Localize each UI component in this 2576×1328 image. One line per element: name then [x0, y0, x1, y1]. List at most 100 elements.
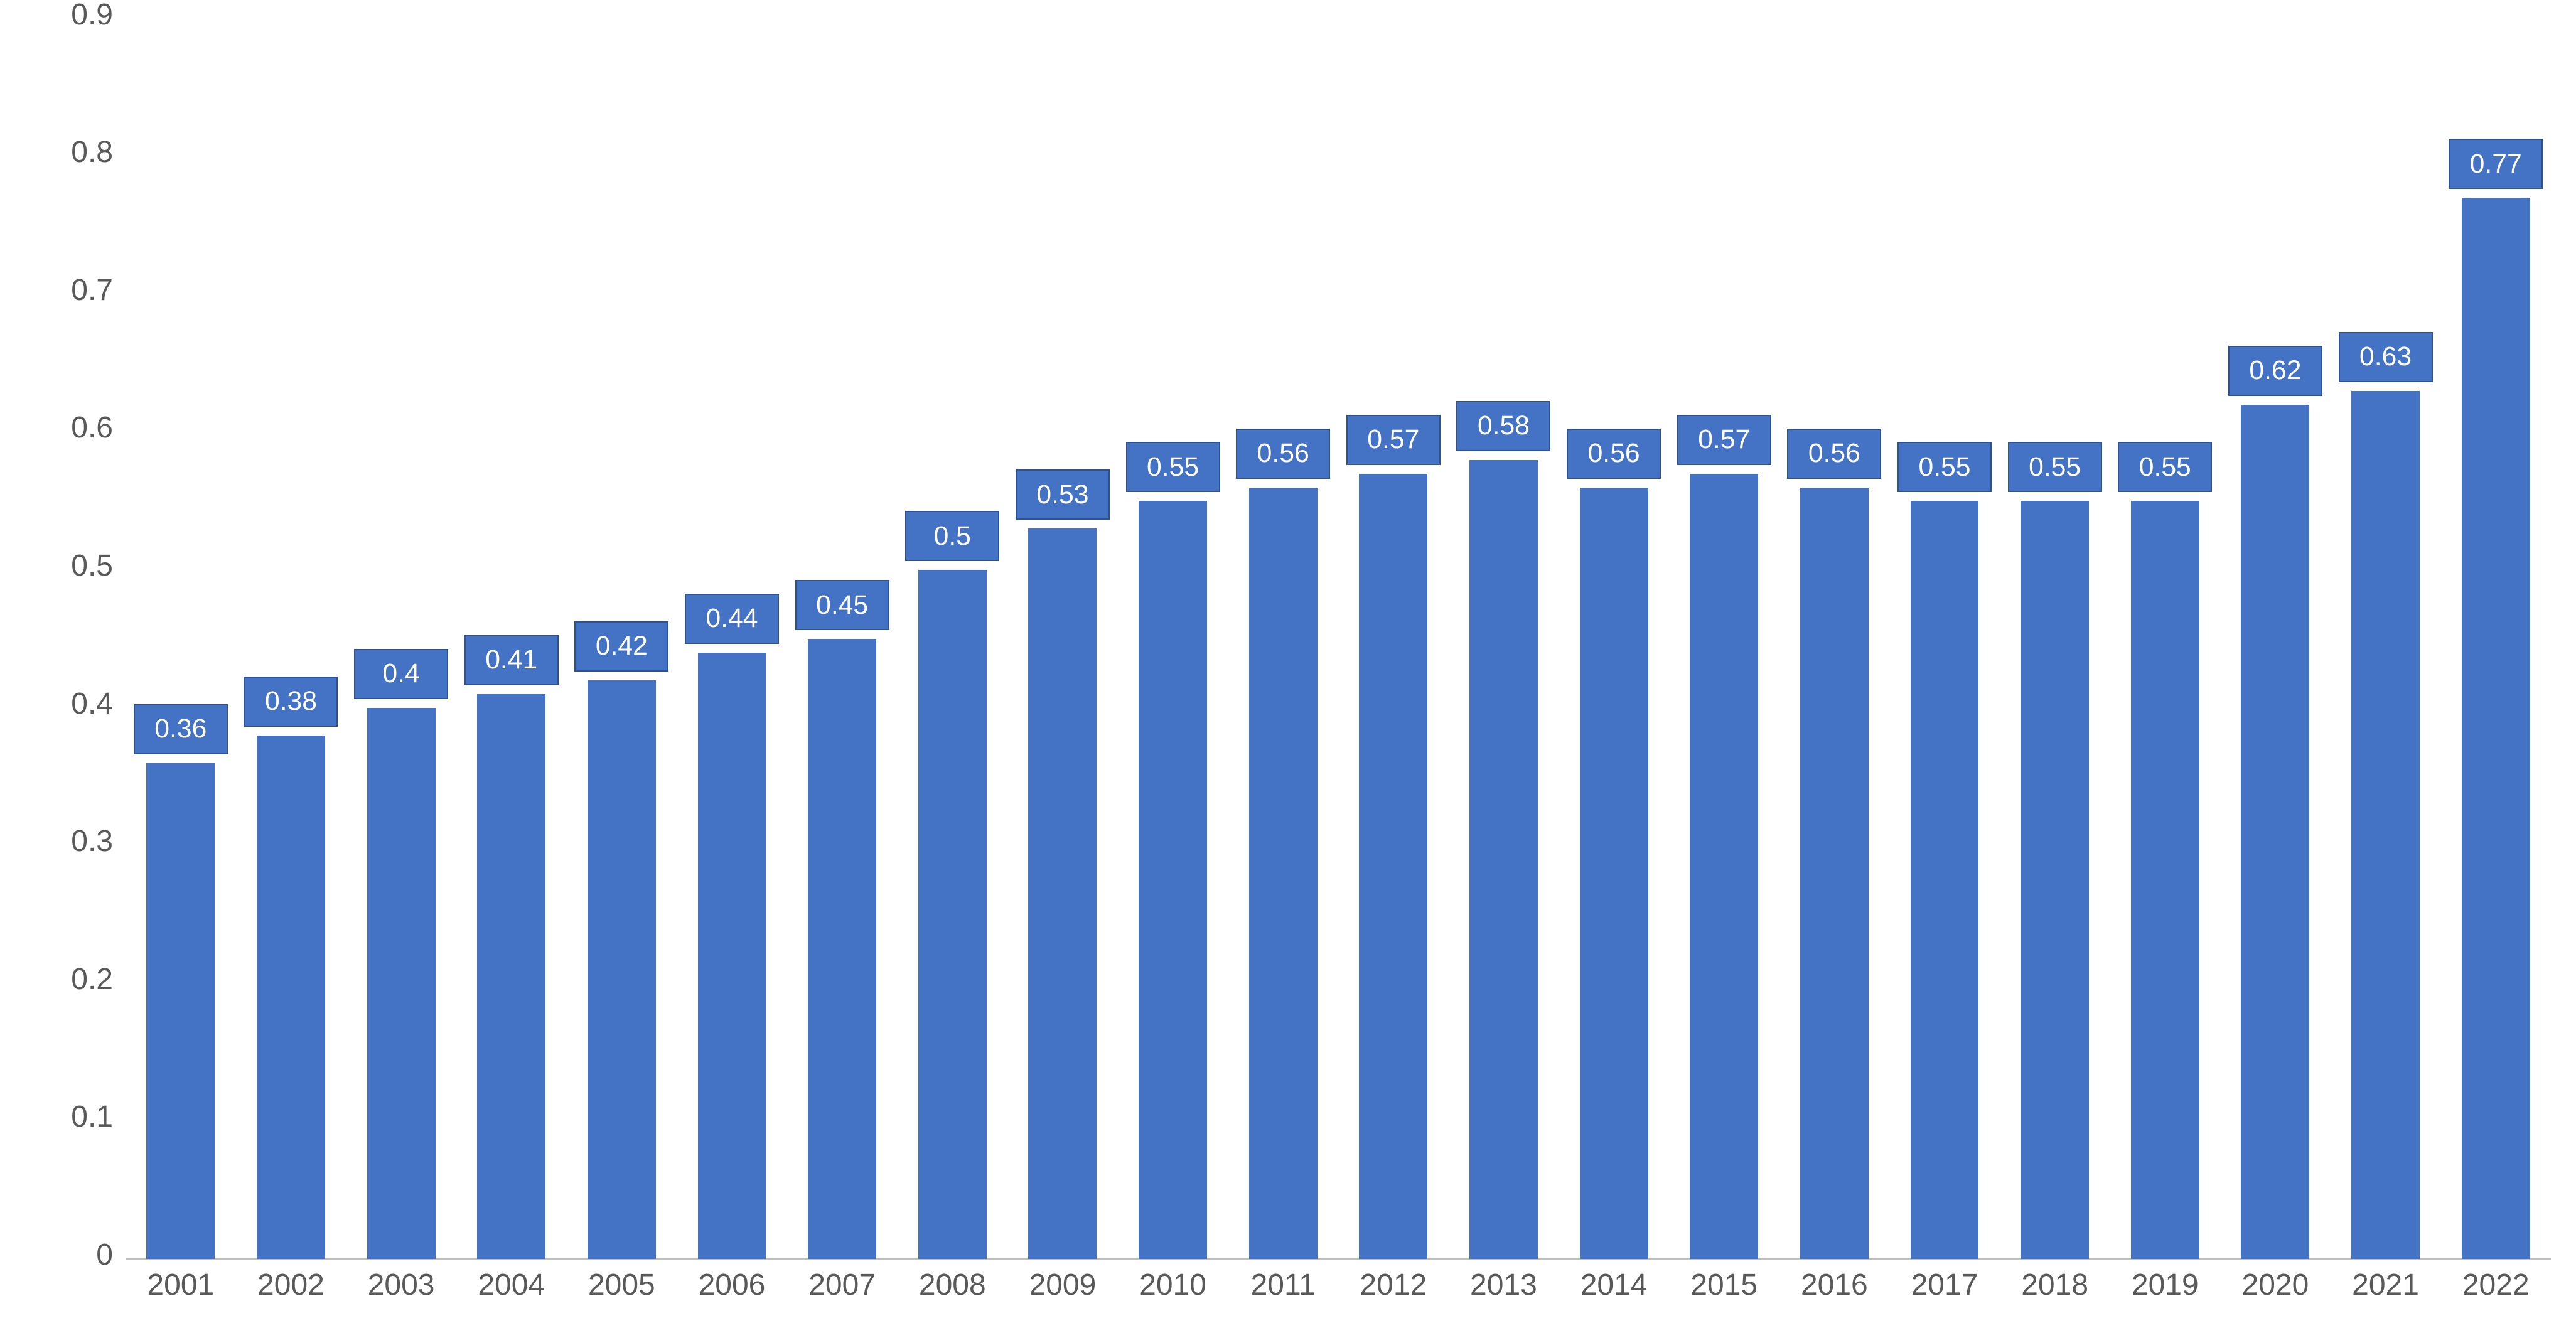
data-label: 0.63 — [2339, 332, 2433, 382]
data-label: 0.36 — [134, 704, 228, 754]
bar — [698, 653, 766, 1259]
y-tick-label: 0.2 — [0, 962, 113, 997]
x-tick-label: 2011 — [1228, 1268, 1338, 1302]
data-label: 0.5 — [905, 511, 999, 561]
y-tick-label: 0.6 — [0, 410, 113, 445]
bar — [918, 570, 987, 1259]
plot-area: 0.36 0.38 0.4 0.41 0.42 0.44 0.45 0.5 0.53 0.55 0.… — [126, 19, 2551, 1259]
data-label-text: 0.38 — [265, 686, 317, 717]
data-label-text: 0.55 — [2139, 452, 2191, 483]
bar — [2241, 405, 2309, 1259]
data-label-text: 0.57 — [1698, 424, 1750, 455]
bar — [1800, 488, 1869, 1260]
bar — [1911, 501, 1979, 1259]
data-label-text: 0.45 — [816, 590, 868, 621]
data-label: 0.38 — [244, 677, 338, 727]
y-tick-label: 0 — [0, 1238, 113, 1272]
data-label-text: 0.57 — [1367, 424, 1419, 455]
data-label: 0.41 — [464, 635, 559, 685]
data-label: 0.55 — [1126, 442, 1220, 492]
x-tick-label: 2020 — [2220, 1268, 2331, 1302]
data-label-text: 0.55 — [1147, 452, 1199, 483]
x-tick-label: 2006 — [677, 1268, 787, 1302]
y-tick-label: 0.8 — [0, 135, 113, 169]
bar — [1028, 528, 1097, 1259]
bar — [1580, 488, 1648, 1260]
y-tick-label: 0.3 — [0, 824, 113, 859]
data-label-text: 0.63 — [2359, 341, 2412, 372]
bar — [1690, 474, 1758, 1259]
x-tick-label: 2005 — [567, 1268, 677, 1302]
bar — [477, 694, 545, 1259]
x-tick-label: 2003 — [346, 1268, 456, 1302]
data-label-text: 0.56 — [1257, 438, 1309, 469]
x-tick-label: 2012 — [1338, 1268, 1449, 1302]
data-label: 0.55 — [1897, 442, 1992, 492]
data-label-text: 0.36 — [154, 714, 207, 744]
data-label: 0.44 — [685, 594, 779, 644]
x-tick-label: 2019 — [2110, 1268, 2220, 1302]
x-tick-label: 2017 — [1889, 1268, 2000, 1302]
x-tick-label: 2007 — [787, 1268, 898, 1302]
data-label: 0.57 — [1346, 415, 1441, 465]
bar — [1139, 501, 1207, 1259]
data-label: 0.53 — [1016, 469, 1110, 520]
data-label-text: 0.58 — [1478, 410, 1530, 441]
data-label-text: 0.4 — [382, 658, 419, 689]
x-tick-label: 2001 — [126, 1268, 236, 1302]
x-tick-label: 2002 — [236, 1268, 346, 1302]
bar — [588, 680, 656, 1259]
data-label-text: 0.56 — [1808, 438, 1860, 469]
data-label: 0.4 — [354, 649, 448, 699]
y-tick-label: 0.1 — [0, 1100, 113, 1134]
x-tick-label: 2004 — [456, 1268, 567, 1302]
bar — [2462, 198, 2530, 1259]
bar — [146, 763, 215, 1259]
data-label: 0.57 — [1677, 415, 1771, 465]
x-tick-label: 2018 — [2000, 1268, 2110, 1302]
data-label: 0.45 — [795, 580, 889, 630]
data-label: 0.55 — [2008, 442, 2102, 492]
y-tick-label: 0.9 — [0, 0, 113, 32]
x-tick-label: 2016 — [1779, 1268, 1890, 1302]
x-tick-label: 2015 — [1669, 1268, 1779, 1302]
data-label: 0.55 — [2118, 442, 2212, 492]
bar — [1249, 488, 1318, 1260]
data-label-text: 0.56 — [1588, 438, 1640, 469]
x-tick-label: 2009 — [1007, 1268, 1118, 1302]
data-label-text: 0.62 — [2249, 355, 2301, 386]
x-tick-label: 2014 — [1559, 1268, 1669, 1302]
bar — [1469, 460, 1538, 1259]
bar — [808, 639, 876, 1259]
y-tick-label: 0.7 — [0, 273, 113, 308]
x-tick-label: 2021 — [2331, 1268, 2441, 1302]
bar — [367, 708, 436, 1259]
data-label: 0.58 — [1456, 401, 1550, 451]
y-tick-label: 0.4 — [0, 687, 113, 721]
data-label: 0.56 — [1567, 429, 1661, 479]
data-label: 0.42 — [574, 621, 668, 672]
bar — [2131, 501, 2199, 1259]
data-label-text: 0.42 — [596, 631, 648, 661]
data-label-text: 0.55 — [1918, 452, 1970, 483]
data-label-text: 0.77 — [2470, 149, 2522, 179]
bar — [2021, 501, 2089, 1259]
y-tick-label: 0.5 — [0, 549, 113, 583]
data-label: 0.56 — [1236, 429, 1330, 479]
x-tick-label: 2010 — [1118, 1268, 1228, 1302]
x-tick-label: 2008 — [897, 1268, 1007, 1302]
bar — [2351, 391, 2420, 1259]
x-tick-label: 2013 — [1449, 1268, 1559, 1302]
data-label: 0.77 — [2449, 139, 2543, 189]
data-label-text: 0.53 — [1036, 479, 1088, 510]
x-tick-label: 2022 — [2440, 1268, 2551, 1302]
data-label: 0.62 — [2228, 346, 2322, 396]
data-label-text: 0.55 — [2029, 452, 2081, 483]
bar-chart: 0.36 0.38 0.4 0.41 0.42 0.44 0.45 0.5 0.53 0.55 0.… — [0, 0, 2576, 1328]
data-label-text: 0.41 — [485, 645, 537, 675]
data-label-text: 0.5 — [934, 521, 971, 552]
bar — [257, 736, 325, 1259]
data-label: 0.56 — [1787, 429, 1881, 479]
data-label-text: 0.44 — [706, 603, 758, 634]
bar — [1359, 474, 1427, 1259]
